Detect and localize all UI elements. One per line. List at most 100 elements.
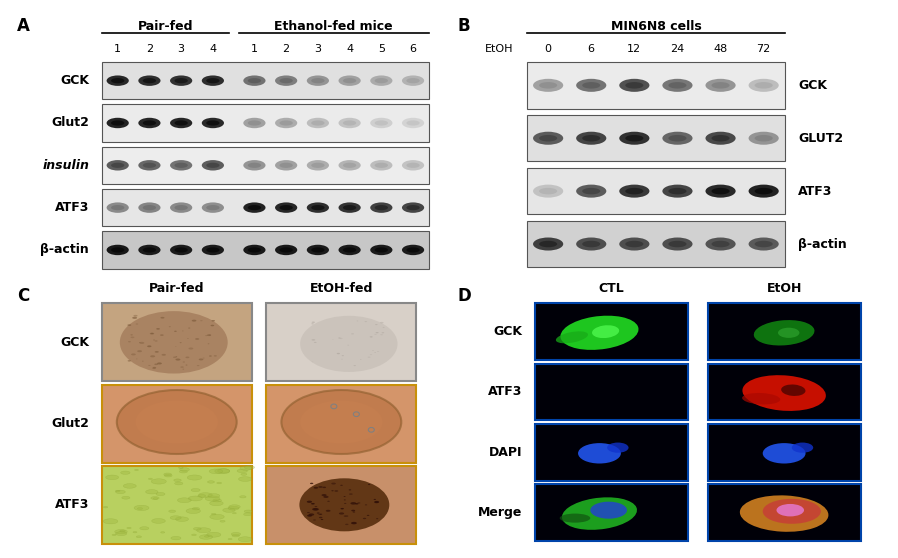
- Ellipse shape: [116, 490, 126, 494]
- Ellipse shape: [233, 512, 236, 514]
- Ellipse shape: [154, 351, 159, 353]
- Ellipse shape: [348, 489, 351, 490]
- Ellipse shape: [533, 79, 563, 92]
- Ellipse shape: [170, 118, 192, 128]
- Ellipse shape: [762, 443, 806, 464]
- Ellipse shape: [189, 496, 202, 501]
- Ellipse shape: [111, 205, 124, 210]
- Ellipse shape: [334, 490, 339, 492]
- Ellipse shape: [533, 185, 563, 198]
- Ellipse shape: [145, 489, 158, 494]
- Ellipse shape: [205, 536, 209, 537]
- Ellipse shape: [156, 328, 160, 330]
- Ellipse shape: [199, 535, 213, 540]
- Ellipse shape: [374, 501, 379, 503]
- Ellipse shape: [193, 527, 201, 530]
- Ellipse shape: [313, 508, 319, 511]
- Ellipse shape: [130, 334, 133, 335]
- Ellipse shape: [107, 118, 128, 128]
- Ellipse shape: [175, 358, 180, 360]
- Ellipse shape: [202, 75, 224, 86]
- Ellipse shape: [321, 494, 327, 496]
- Text: 4: 4: [209, 44, 216, 54]
- Ellipse shape: [620, 132, 649, 145]
- Ellipse shape: [205, 335, 207, 336]
- Ellipse shape: [240, 466, 251, 470]
- Ellipse shape: [668, 82, 686, 89]
- Ellipse shape: [143, 163, 156, 168]
- Ellipse shape: [711, 240, 729, 247]
- Ellipse shape: [176, 356, 177, 357]
- Ellipse shape: [191, 534, 197, 536]
- Text: 0: 0: [545, 44, 551, 54]
- Ellipse shape: [279, 78, 293, 83]
- Ellipse shape: [186, 364, 188, 365]
- Ellipse shape: [150, 333, 154, 334]
- Ellipse shape: [407, 247, 419, 253]
- Ellipse shape: [210, 514, 224, 519]
- Text: Pair-fed: Pair-fed: [137, 20, 193, 32]
- Text: B: B: [458, 17, 471, 35]
- Ellipse shape: [156, 492, 165, 496]
- Bar: [526, 115, 785, 161]
- Ellipse shape: [402, 203, 424, 213]
- Ellipse shape: [107, 245, 128, 255]
- Ellipse shape: [107, 203, 128, 213]
- Ellipse shape: [180, 342, 181, 343]
- Ellipse shape: [279, 121, 293, 126]
- Ellipse shape: [111, 247, 124, 253]
- Bar: [101, 104, 429, 142]
- Ellipse shape: [180, 470, 188, 473]
- Bar: [708, 364, 860, 420]
- Ellipse shape: [127, 527, 131, 529]
- Ellipse shape: [152, 368, 156, 369]
- Ellipse shape: [318, 514, 321, 515]
- Ellipse shape: [138, 160, 161, 171]
- Ellipse shape: [243, 513, 251, 516]
- Ellipse shape: [123, 484, 136, 488]
- Ellipse shape: [339, 75, 361, 86]
- Ellipse shape: [754, 240, 772, 247]
- Ellipse shape: [353, 512, 356, 513]
- Ellipse shape: [332, 339, 333, 340]
- Ellipse shape: [370, 118, 392, 128]
- Ellipse shape: [344, 516, 346, 517]
- Ellipse shape: [143, 78, 156, 83]
- Ellipse shape: [243, 75, 266, 86]
- Ellipse shape: [209, 469, 223, 474]
- Ellipse shape: [192, 507, 199, 510]
- Ellipse shape: [215, 469, 230, 474]
- Ellipse shape: [137, 350, 142, 352]
- Text: CTL: CTL: [599, 282, 625, 295]
- Bar: [101, 384, 251, 463]
- Ellipse shape: [135, 469, 138, 470]
- Ellipse shape: [577, 238, 606, 251]
- Ellipse shape: [351, 522, 357, 525]
- Ellipse shape: [237, 469, 248, 473]
- Ellipse shape: [582, 135, 600, 142]
- Ellipse shape: [625, 135, 643, 142]
- Ellipse shape: [668, 135, 686, 142]
- Ellipse shape: [711, 188, 729, 194]
- Text: Ethanol-fed mice: Ethanol-fed mice: [275, 20, 393, 32]
- Ellipse shape: [539, 240, 557, 247]
- Ellipse shape: [157, 362, 162, 364]
- Ellipse shape: [556, 331, 588, 343]
- Ellipse shape: [186, 508, 200, 513]
- Ellipse shape: [279, 205, 293, 210]
- Bar: [101, 189, 429, 226]
- Ellipse shape: [248, 163, 261, 168]
- Ellipse shape: [275, 160, 297, 171]
- Text: β-actin: β-actin: [40, 243, 89, 257]
- Ellipse shape: [539, 82, 557, 89]
- Ellipse shape: [275, 118, 297, 128]
- Ellipse shape: [300, 316, 398, 372]
- Ellipse shape: [344, 496, 346, 497]
- Ellipse shape: [742, 393, 780, 405]
- Ellipse shape: [130, 336, 135, 338]
- Bar: [101, 304, 251, 381]
- Ellipse shape: [207, 205, 219, 210]
- Ellipse shape: [407, 121, 419, 126]
- Ellipse shape: [343, 121, 357, 126]
- Ellipse shape: [383, 327, 384, 328]
